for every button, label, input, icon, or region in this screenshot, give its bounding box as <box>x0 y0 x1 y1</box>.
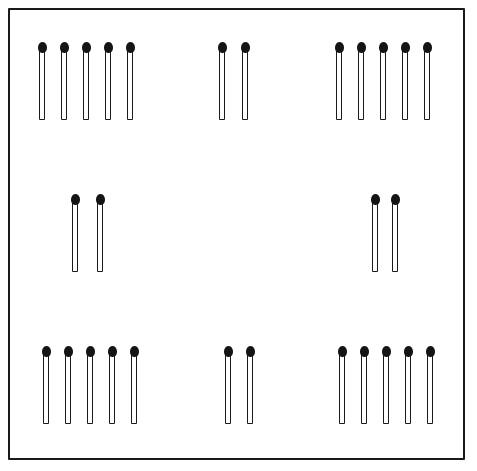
matchstick-icon <box>358 346 372 426</box>
matchstick-icon <box>94 194 108 274</box>
match-head <box>37 42 47 53</box>
match-head <box>356 42 366 53</box>
match-stick <box>61 50 67 120</box>
match-head <box>390 194 400 205</box>
match-stick <box>427 354 433 424</box>
match-head <box>217 42 227 53</box>
matchstick-icon <box>239 42 253 122</box>
match-stick <box>87 354 93 424</box>
matchstick-icon <box>355 42 369 122</box>
matchstick-icon <box>124 42 138 122</box>
match-head <box>240 42 250 53</box>
match-stick <box>247 354 253 424</box>
matchstick-icon <box>369 194 383 274</box>
match-head <box>70 194 80 205</box>
match-stick <box>405 354 411 424</box>
match-stick <box>424 50 430 120</box>
match-stick <box>219 50 225 120</box>
match-head <box>381 346 391 357</box>
match-stick <box>72 202 78 272</box>
match-stick <box>131 354 137 424</box>
match-head <box>370 194 380 205</box>
matchstick-icon <box>58 42 72 122</box>
match-stick <box>242 50 248 120</box>
matchstick-icon <box>333 42 347 122</box>
matchstick-icon <box>36 42 50 122</box>
match-stick <box>39 50 45 120</box>
match-stick <box>372 202 378 272</box>
match-stick <box>402 50 408 120</box>
matchstick-icon <box>216 42 230 122</box>
match-stick <box>336 50 342 120</box>
match-stick <box>43 354 49 424</box>
match-head <box>81 42 91 53</box>
match-stick <box>392 202 398 272</box>
match-head <box>337 346 347 357</box>
match-stick <box>83 50 89 120</box>
match-stick <box>127 50 133 120</box>
match-stick <box>361 354 367 424</box>
matchstick-icon <box>421 42 435 122</box>
match-head <box>103 42 113 53</box>
match-head <box>59 42 69 53</box>
match-head <box>125 42 135 53</box>
match-head <box>85 346 95 357</box>
match-head <box>359 346 369 357</box>
matchstick-icon <box>106 346 120 426</box>
match-stick <box>383 354 389 424</box>
matchstick-icon <box>244 346 258 426</box>
matchstick-icon <box>389 194 403 274</box>
matchstick-icon <box>402 346 416 426</box>
match-head <box>223 346 233 357</box>
match-head <box>425 346 435 357</box>
match-head <box>129 346 139 357</box>
matchstick-icon <box>102 42 116 122</box>
matchstick-icon <box>69 194 83 274</box>
matchstick-icon <box>84 346 98 426</box>
matchstick-icon <box>40 346 54 426</box>
match-head <box>63 346 73 357</box>
matchstick-icon <box>336 346 350 426</box>
matchstick-icon <box>377 42 391 122</box>
match-stick <box>105 50 111 120</box>
match-stick <box>97 202 103 272</box>
match-head <box>95 194 105 205</box>
matchstick-icon <box>80 42 94 122</box>
match-stick <box>358 50 364 120</box>
matchstick-icon <box>222 346 236 426</box>
match-head <box>334 42 344 53</box>
match-stick <box>65 354 71 424</box>
match-stick <box>225 354 231 424</box>
matchstick-icon <box>424 346 438 426</box>
match-head <box>245 346 255 357</box>
match-head <box>378 42 388 53</box>
match-head <box>41 346 51 357</box>
match-stick <box>109 354 115 424</box>
match-stick <box>380 50 386 120</box>
matchstick-icon <box>399 42 413 122</box>
match-head <box>422 42 432 53</box>
match-stick <box>339 354 345 424</box>
match-head <box>403 346 413 357</box>
match-head <box>400 42 410 53</box>
matchstick-icon <box>62 346 76 426</box>
matchstick-icon <box>380 346 394 426</box>
match-head <box>107 346 117 357</box>
matchstick-icon <box>128 346 142 426</box>
